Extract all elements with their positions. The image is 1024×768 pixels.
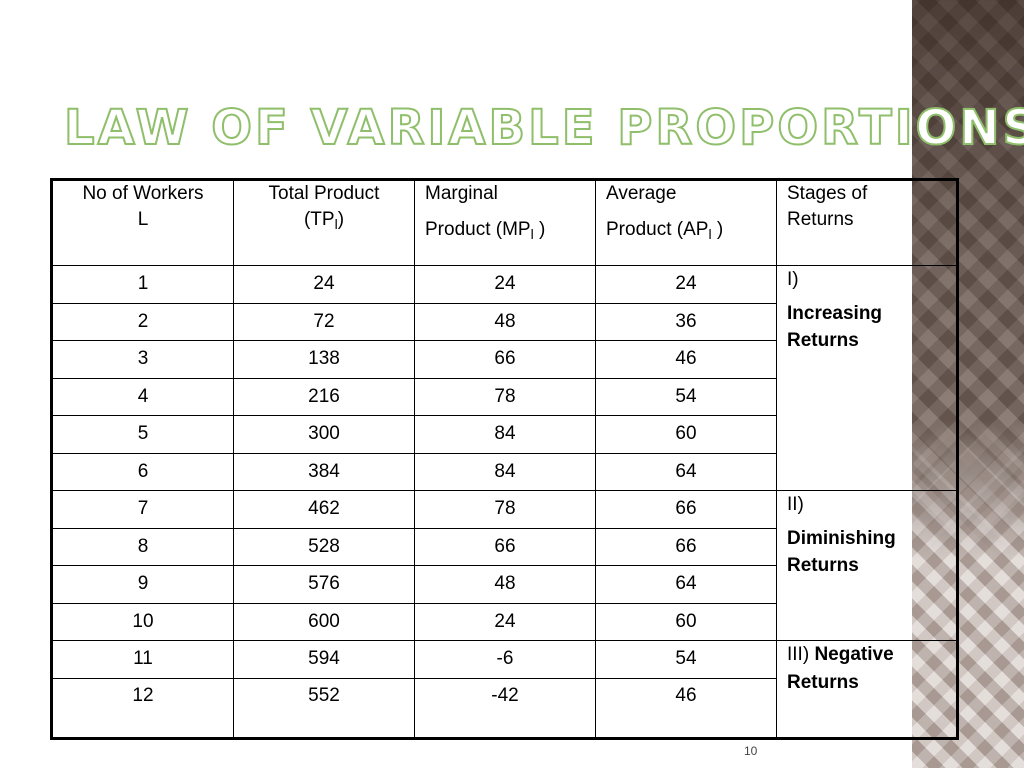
cell-workers: 12 <box>51 677 234 739</box>
cell-mp: -6 <box>414 640 596 679</box>
cell-workers: 6 <box>51 452 234 491</box>
cell-mp: 24 <box>414 602 596 641</box>
header-total-product: Total Product (TPl) <box>233 179 415 266</box>
table-row: 6 384 84 64 <box>51 452 958 491</box>
cell-mp: 66 <box>414 340 596 379</box>
cell-tp: 72 <box>233 302 415 341</box>
cell-ap: 46 <box>595 340 777 379</box>
cell-mp: 48 <box>414 565 596 604</box>
cell-workers: 9 <box>51 565 234 604</box>
cell-ap: 46 <box>595 677 777 739</box>
cell-mp: 66 <box>414 527 596 566</box>
table-row: 12 552 -42 46 <box>51 677 958 739</box>
cell-ap: 60 <box>595 602 777 641</box>
cell-mp: 84 <box>414 452 596 491</box>
cell-workers: 7 <box>51 490 234 529</box>
cell-ap: 36 <box>595 302 777 341</box>
cell-tp: 24 <box>233 265 415 304</box>
cell-workers: 4 <box>51 377 234 416</box>
cell-tp: 138 <box>233 340 415 379</box>
cell-workers: 10 <box>51 602 234 641</box>
production-table: No of Workers L Total Product (TPl) Marg… <box>50 178 959 740</box>
cell-ap: 60 <box>595 415 777 454</box>
table-row: 5 300 84 60 <box>51 415 958 454</box>
cell-ap: 24 <box>595 265 777 304</box>
cell-workers: 11 <box>51 640 234 679</box>
cell-ap: 54 <box>595 377 777 416</box>
header-stages: Stages of Returns <box>776 179 958 266</box>
cell-tp: 600 <box>233 602 415 641</box>
cell-tp: 552 <box>233 677 415 739</box>
stage-negative-returns: III) Negative Returns <box>776 640 958 739</box>
slide-title: LAW OF VARIABLE PROPORTIONS <box>63 99 1024 157</box>
table-row: 4 216 78 54 <box>51 377 958 416</box>
cell-ap: 64 <box>595 452 777 491</box>
cell-ap: 66 <box>595 490 777 529</box>
cell-mp: 48 <box>414 302 596 341</box>
table-row: 3 138 66 46 <box>51 340 958 379</box>
cell-ap: 64 <box>595 565 777 604</box>
page-number: 10 <box>744 744 758 758</box>
cell-tp: 300 <box>233 415 415 454</box>
table-row: 11 594 -6 54 III) Negative Returns <box>51 640 958 739</box>
cell-ap: 54 <box>595 640 777 679</box>
table-row: 9 576 48 64 <box>51 565 958 604</box>
cell-mp: -42 <box>414 677 596 739</box>
cell-tp: 594 <box>233 640 415 679</box>
stage-diminishing-returns: II) Diminishing Returns <box>776 490 958 641</box>
cell-mp: 78 <box>414 490 596 529</box>
cell-ap: 66 <box>595 527 777 566</box>
table-row: 7 462 78 66 II) Diminishing Returns <box>51 490 958 641</box>
cell-tp: 216 <box>233 377 415 416</box>
cell-workers: 8 <box>51 527 234 566</box>
cell-workers: 3 <box>51 340 234 379</box>
header-marginal-product: Marginal Product (MPl ) <box>414 179 596 266</box>
stage-increasing-returns: I) Increasing Returns <box>776 265 958 491</box>
cell-tp: 384 <box>233 452 415 491</box>
cell-workers: 2 <box>51 302 234 341</box>
table-row: 1 24 24 24 I) Increasing Returns <box>51 265 958 491</box>
cell-mp: 24 <box>414 265 596 304</box>
table-row: 2 72 48 36 <box>51 302 958 341</box>
table-header-row: No of Workers L Total Product (TPl) Marg… <box>51 179 958 266</box>
cell-tp: 576 <box>233 565 415 604</box>
cell-mp: 78 <box>414 377 596 416</box>
cell-workers: 5 <box>51 415 234 454</box>
header-average-product: Average Product (APl ) <box>595 179 777 266</box>
table-row: 8 528 66 66 <box>51 527 958 566</box>
header-workers: No of Workers L <box>51 179 234 266</box>
cell-tp: 528 <box>233 527 415 566</box>
cell-mp: 84 <box>414 415 596 454</box>
cell-workers: 1 <box>51 265 234 304</box>
cell-tp: 462 <box>233 490 415 529</box>
